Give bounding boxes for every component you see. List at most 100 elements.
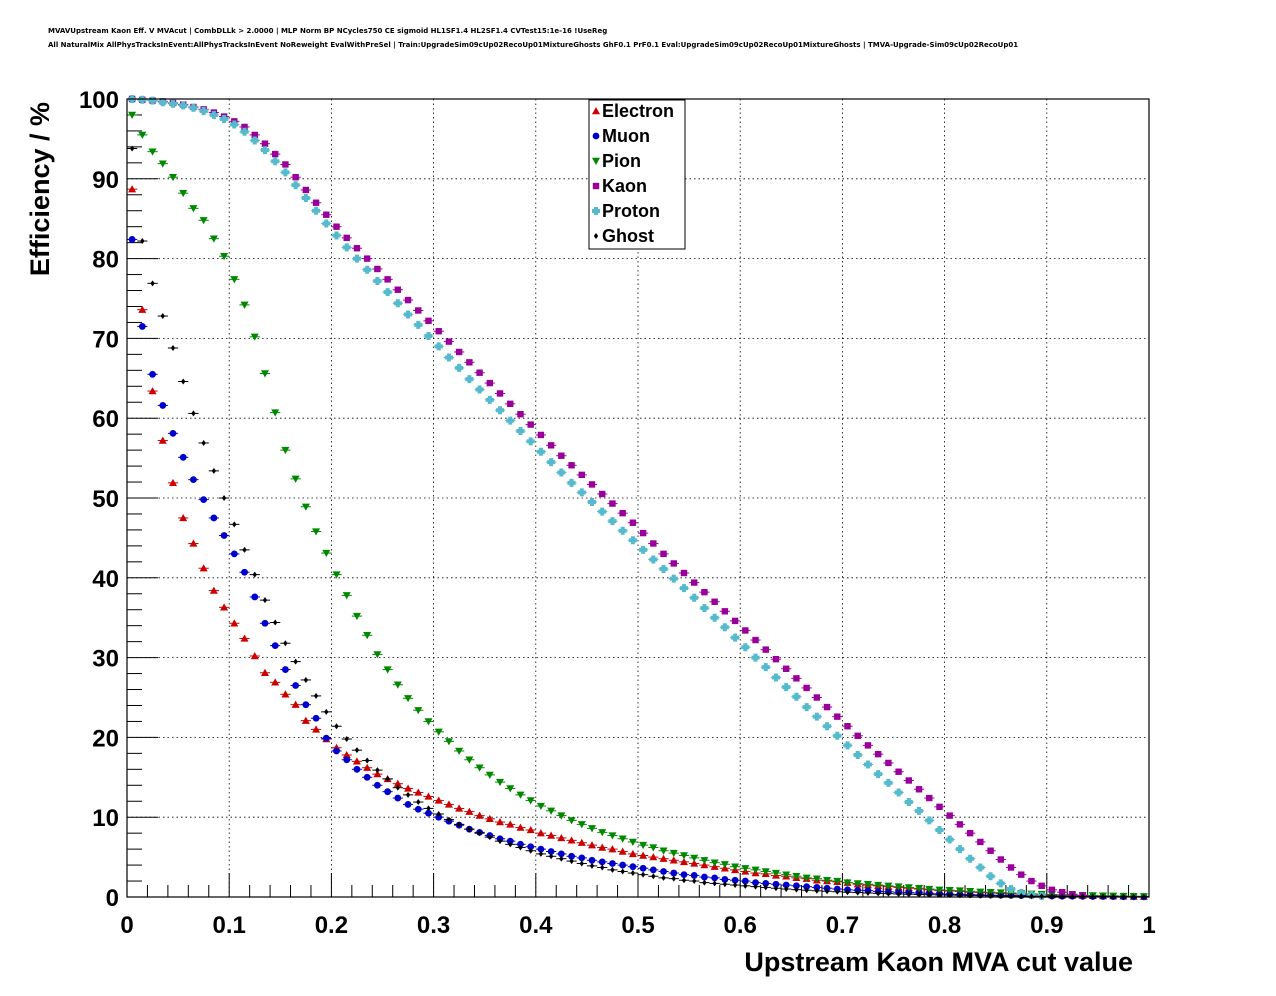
legend-label-kaon: Kaon bbox=[602, 176, 647, 196]
data-point-proton bbox=[271, 157, 280, 166]
data-point-kaon bbox=[527, 421, 534, 428]
data-point-kaon bbox=[282, 161, 289, 168]
data-point-proton bbox=[874, 770, 883, 779]
data-point-kaon bbox=[731, 617, 739, 625]
data-point-ghost bbox=[681, 877, 687, 884]
data-point-pion bbox=[669, 849, 678, 858]
data-point-kaon bbox=[619, 509, 626, 517]
data-point-pion bbox=[158, 160, 167, 168]
data-point-kaon bbox=[261, 140, 269, 147]
data-point-proton bbox=[516, 426, 525, 435]
data-point-proton bbox=[536, 447, 545, 456]
data-point-proton bbox=[945, 835, 954, 844]
data-point-muon bbox=[557, 850, 565, 858]
data-point-electron bbox=[291, 700, 300, 708]
data-point-pion bbox=[209, 235, 218, 243]
data-point-proton bbox=[434, 342, 443, 351]
data-point-pion bbox=[874, 881, 883, 890]
data-point-kaon bbox=[599, 490, 606, 498]
data-point-pion bbox=[475, 764, 484, 772]
data-point-pion bbox=[383, 666, 392, 674]
axis-ticks bbox=[126, 98, 1150, 898]
x-tick-label: 0.8 bbox=[928, 912, 961, 939]
data-point-muon bbox=[312, 714, 320, 722]
data-point-pion bbox=[802, 874, 811, 882]
data-point-pion bbox=[404, 695, 413, 703]
legend-item-proton: Proton bbox=[592, 201, 660, 221]
data-point-ghost bbox=[508, 841, 513, 848]
data-point-proton bbox=[342, 243, 351, 252]
data-point-proton bbox=[771, 673, 780, 682]
data-point-proton bbox=[639, 545, 648, 554]
data-point-electron bbox=[260, 668, 269, 676]
data-point-kaon bbox=[537, 431, 545, 439]
data-point-electron bbox=[567, 836, 576, 844]
data-point-muon bbox=[210, 514, 218, 522]
data-point-ghost bbox=[794, 886, 799, 893]
data-point-ghost bbox=[702, 879, 707, 886]
data-point-kaon bbox=[251, 131, 258, 139]
y-tick-label: 50 bbox=[92, 486, 119, 513]
data-point-ghost bbox=[436, 811, 441, 818]
data-point-kaon bbox=[445, 338, 453, 345]
data-point-kaon bbox=[793, 675, 800, 682]
data-point-pion bbox=[915, 885, 924, 893]
data-point-electron bbox=[414, 788, 423, 796]
x-tick-label: 0.1 bbox=[213, 912, 246, 939]
data-point-electron bbox=[352, 757, 361, 765]
data-point-pion bbox=[496, 778, 505, 787]
data-point-pion bbox=[557, 812, 566, 820]
data-point-pion bbox=[771, 869, 780, 878]
data-point-ghost bbox=[232, 521, 237, 528]
legend-item-pion: Pion bbox=[592, 151, 641, 171]
data-point-kaon bbox=[639, 529, 647, 537]
data-point-ghost bbox=[375, 767, 380, 774]
data-point-proton bbox=[863, 760, 872, 769]
data-point-kaon bbox=[241, 123, 248, 131]
data-point-proton bbox=[138, 95, 147, 104]
data-point-muon bbox=[782, 881, 790, 889]
data-point-pion bbox=[138, 131, 147, 139]
data-point-electron bbox=[700, 861, 709, 869]
data-point-kaon bbox=[905, 777, 913, 784]
data-point-muon bbox=[619, 861, 627, 869]
data-point-proton bbox=[598, 507, 607, 516]
data-point-proton bbox=[833, 731, 842, 740]
data-point-pion bbox=[853, 880, 862, 888]
data-point-pion bbox=[884, 882, 893, 890]
chart-title-line-1: MVAVUpstream Kaon Eff. V MVAcut | CombDL… bbox=[48, 27, 608, 35]
data-point-pion bbox=[935, 886, 944, 894]
data-point-muon bbox=[190, 476, 197, 484]
data-point-muon bbox=[772, 880, 780, 888]
data-point-proton bbox=[179, 101, 188, 110]
data-point-pion bbox=[567, 817, 576, 825]
data-point-ghost bbox=[364, 757, 370, 764]
data-point-kaon bbox=[864, 742, 872, 749]
data-point-kaon bbox=[568, 462, 575, 469]
data-point-proton bbox=[424, 332, 433, 341]
data-point-proton bbox=[158, 98, 167, 107]
data-point-ghost bbox=[293, 658, 298, 665]
data-point-ghost bbox=[845, 889, 850, 896]
data-point-proton bbox=[455, 363, 464, 372]
x-tick-label: 0.5 bbox=[621, 912, 654, 939]
data-point-muon bbox=[813, 884, 821, 891]
data-point-ghost bbox=[1049, 893, 1055, 900]
data-point-proton bbox=[547, 458, 556, 467]
data-point-ghost bbox=[181, 378, 186, 385]
data-point-pion bbox=[904, 884, 913, 892]
data-point-electron bbox=[608, 845, 617, 853]
data-point-muon bbox=[711, 874, 719, 882]
data-point-proton bbox=[700, 604, 709, 613]
data-point-proton bbox=[281, 168, 290, 177]
data-point-electron bbox=[496, 817, 505, 826]
data-point-ghost bbox=[354, 747, 360, 754]
data-point-electron bbox=[516, 823, 525, 831]
data-point-kaon bbox=[895, 768, 902, 775]
data-point-kaon bbox=[854, 732, 861, 740]
data-point-kaon bbox=[670, 560, 677, 567]
data-point-proton bbox=[199, 106, 208, 115]
data-point-muon bbox=[404, 801, 412, 808]
data-point-muon bbox=[793, 882, 800, 890]
data-point-ghost bbox=[170, 344, 176, 351]
